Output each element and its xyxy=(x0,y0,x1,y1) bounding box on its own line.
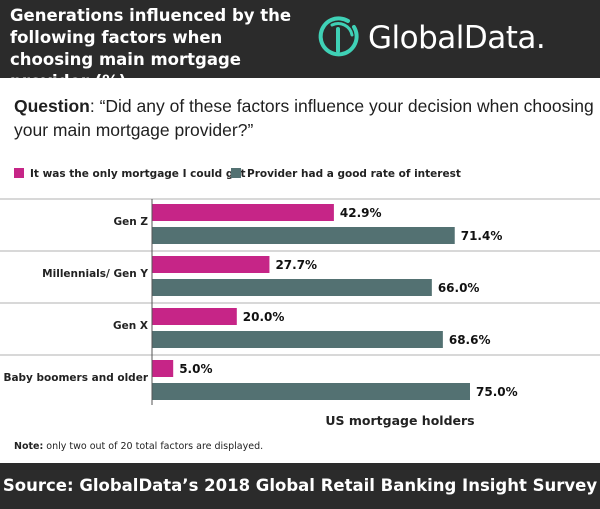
bar-series-1 xyxy=(152,308,237,325)
legend-label-series-2: Provider had a good rate of interest xyxy=(247,168,461,180)
legend-item-series-2: Provider had a good rate of interest xyxy=(231,168,461,182)
footnote: Note: only two out of 20 total factors a… xyxy=(14,441,263,452)
bar-series-1 xyxy=(152,204,334,221)
globaldata-logo: GlobalData. xyxy=(318,14,590,62)
bar-value-label: 75.0% xyxy=(476,385,518,399)
category-label: Baby boomers and older xyxy=(3,372,148,384)
bar-value-label: 27.7% xyxy=(275,258,317,272)
bar-value-label: 66.0% xyxy=(438,281,480,295)
note-label: Note: xyxy=(14,441,44,452)
category-label: Gen X xyxy=(113,320,148,332)
globaldata-logo-icon xyxy=(318,16,359,57)
footer-banner: Source: GlobalData’s 2018 Global Retail … xyxy=(0,463,600,509)
bar-value-label: 5.0% xyxy=(179,362,212,376)
survey-question: Question: “Did any of these factors infl… xyxy=(14,94,594,142)
bar-series-2 xyxy=(152,279,432,296)
bar-series-2 xyxy=(152,383,470,400)
header-banner: Generations influenced by the following … xyxy=(0,0,600,91)
bar-value-label: 20.0% xyxy=(243,310,285,324)
question-text: : “Did any of these factors influence yo… xyxy=(14,96,594,140)
legend-swatch-series-2 xyxy=(231,168,241,178)
bar-series-2 xyxy=(152,227,455,244)
category-label: Millennials/ Gen Y xyxy=(42,268,148,280)
bar-series-1 xyxy=(152,256,270,273)
bar-series-1 xyxy=(152,360,174,377)
bar-value-label: 71.4% xyxy=(461,229,503,243)
logo-wordmark: GlobalData. xyxy=(368,20,546,56)
legend-swatch-series-1 xyxy=(14,168,24,178)
question-label: Question xyxy=(14,96,90,116)
legend-item-series-1: It was the only mortgage I could get xyxy=(14,168,245,182)
bar-chart: Gen Z 42.9% 71.4% Millennials/ Gen Y 27.7% 66… xyxy=(0,198,600,405)
category-label: Gen Z xyxy=(114,216,149,228)
note-text: only two out of 20 total factors are dis… xyxy=(43,441,264,452)
chart-title: Generations influenced by the following … xyxy=(10,6,292,91)
bar-value-label: 68.6% xyxy=(449,333,491,347)
bar-series-2 xyxy=(152,331,443,348)
x-axis-label: US mortgage holders xyxy=(325,413,475,428)
source-text: Source: GlobalData’s 2018 Global Retail … xyxy=(2,476,598,495)
legend-label-series-1: It was the only mortgage I could get xyxy=(30,168,246,180)
bar-value-label: 42.9% xyxy=(340,206,382,220)
